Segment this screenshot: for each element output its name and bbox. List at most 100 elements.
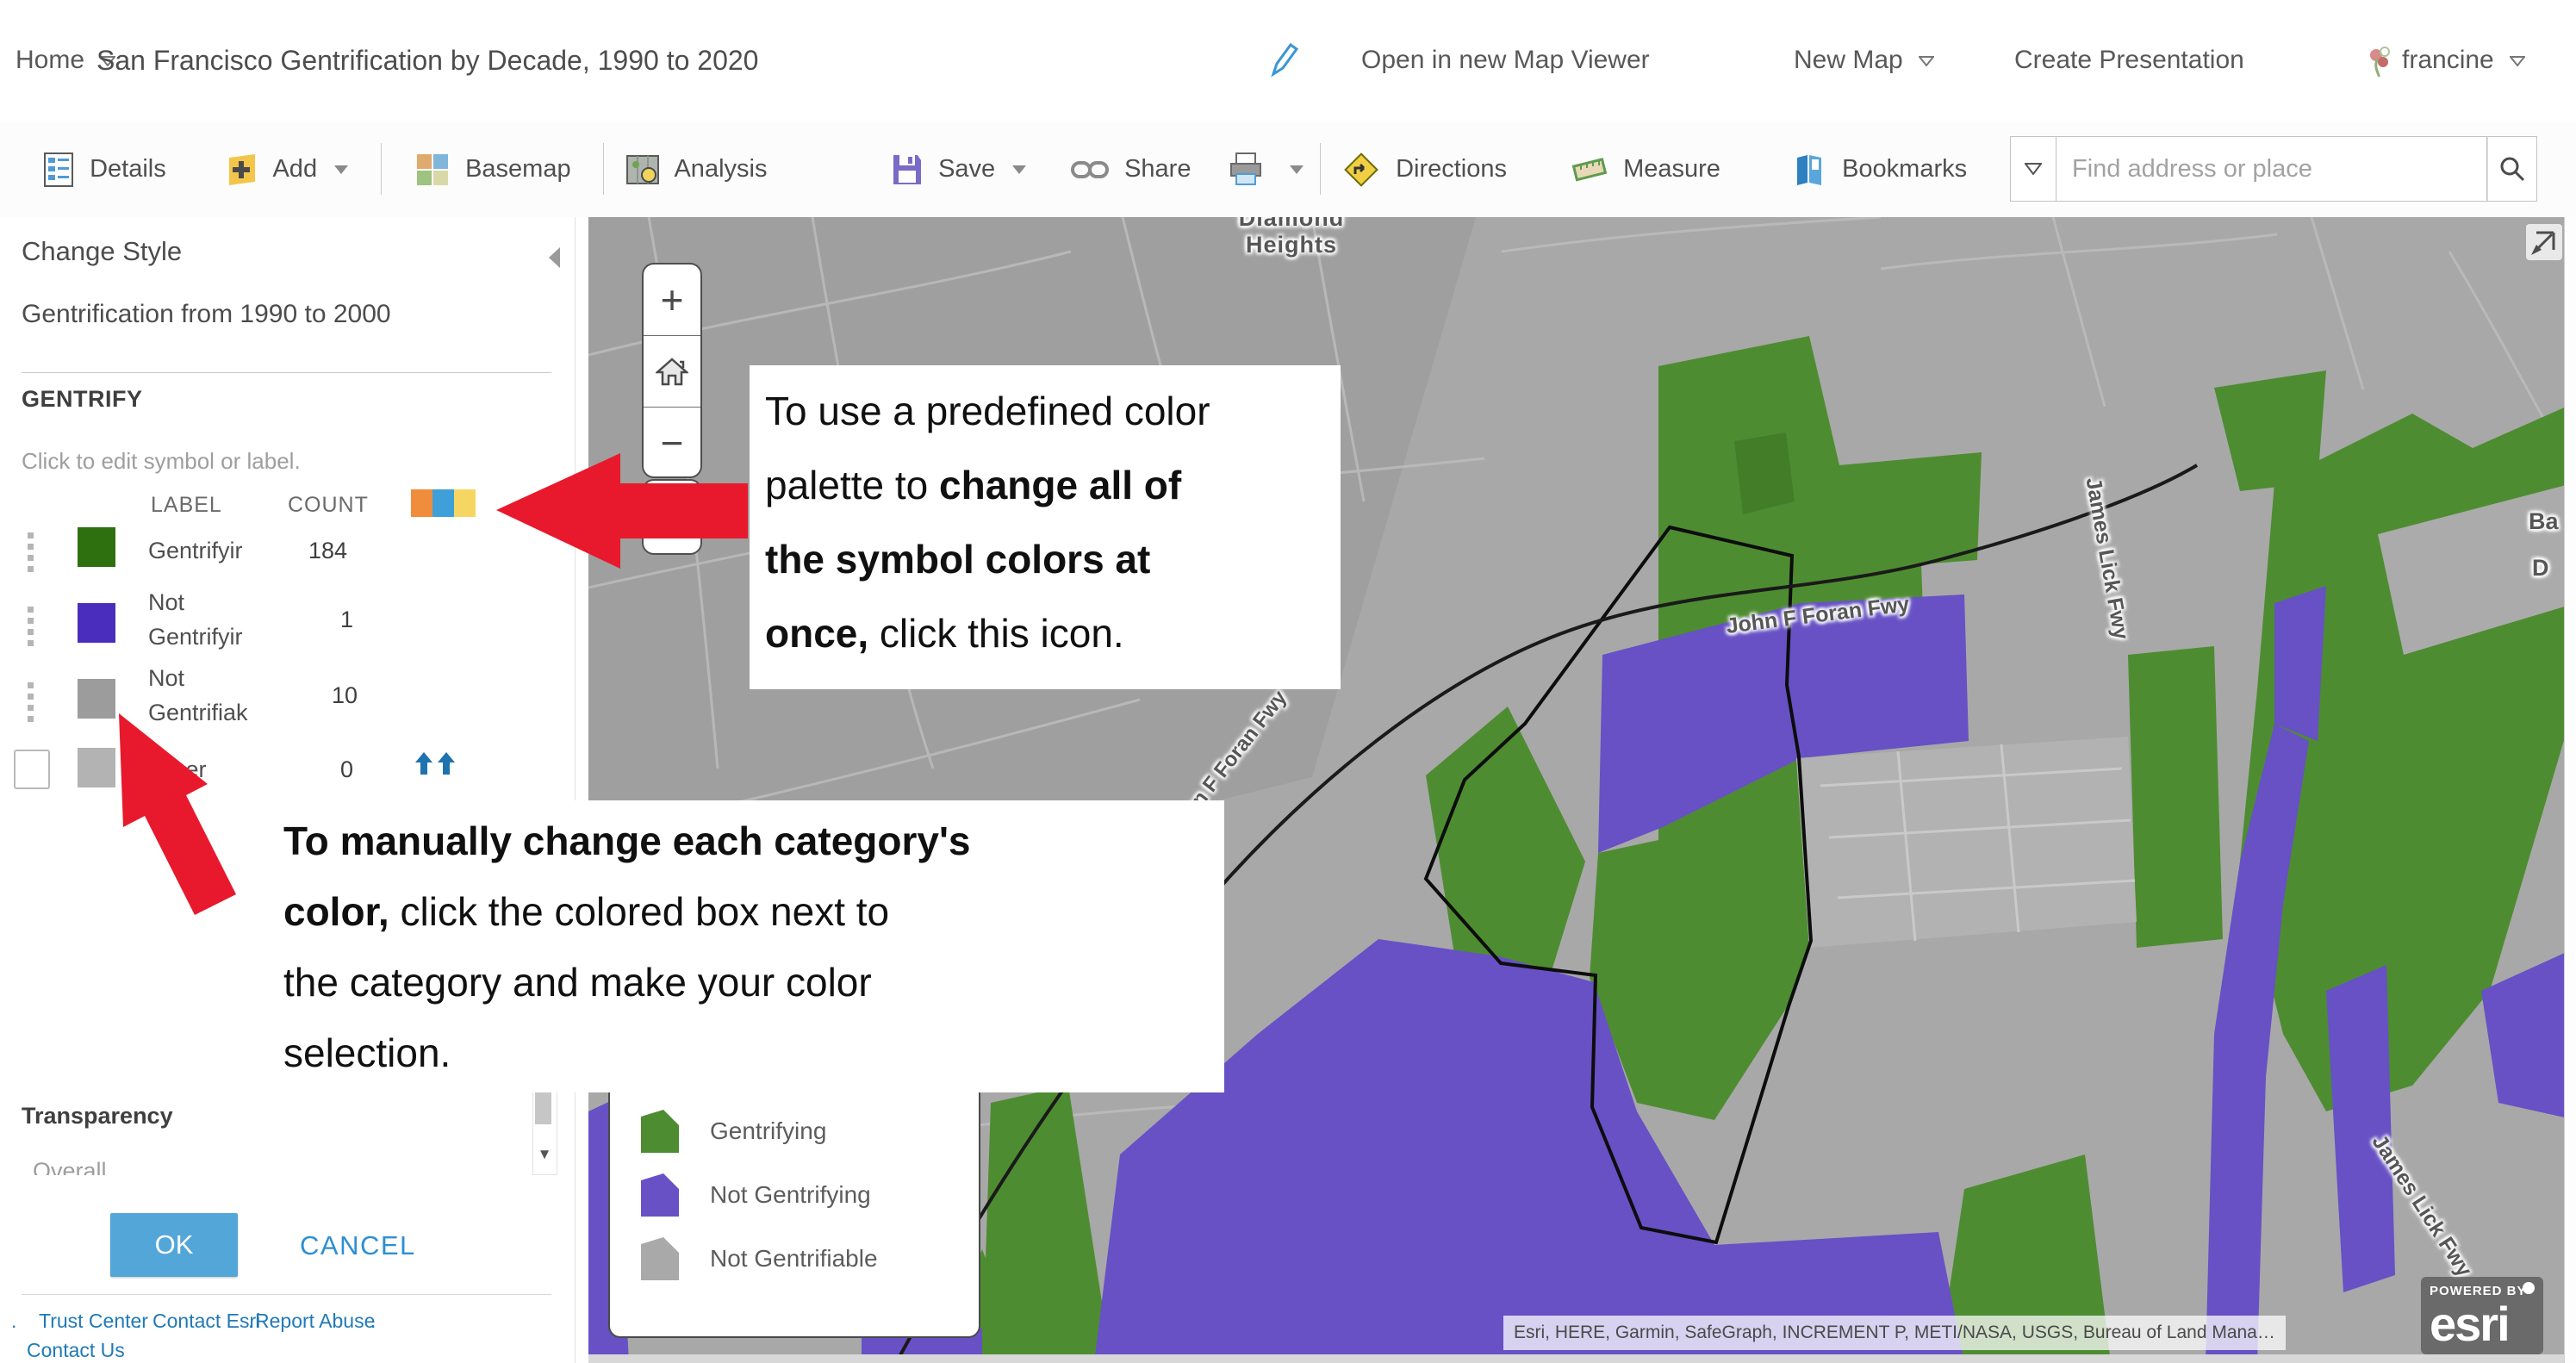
- directions-icon: [1344, 152, 1378, 188]
- ok-button[interactable]: OK: [110, 1213, 238, 1277]
- basemap-button[interactable]: Basemap: [415, 121, 571, 217]
- map-bottom-scroll-strip[interactable]: [588, 1354, 2564, 1363]
- measure-button[interactable]: Measure: [1570, 121, 1720, 217]
- footer-dot: .: [136, 1310, 142, 1332]
- expand-map-icon[interactable]: [2526, 224, 2562, 260]
- callout-palette-instruction: To use a predefined color palette to cha…: [750, 365, 1341, 689]
- scrollbar-down-arrow[interactable]: ▼: [537, 1146, 552, 1162]
- measure-icon: [1571, 158, 1608, 182]
- share-button[interactable]: Share: [1071, 121, 1191, 217]
- category-color-swatch[interactable]: [78, 679, 115, 719]
- category-color-swatch[interactable]: [78, 748, 115, 787]
- save-icon: [893, 155, 921, 185]
- change-style-panel: Change Style Gentrification from 1990 to…: [0, 217, 589, 1363]
- new-map-menu[interactable]: New Map: [1794, 0, 1935, 121]
- home-menu[interactable]: Home: [16, 0, 116, 121]
- zoom-controls: + −: [642, 263, 702, 478]
- analysis-button[interactable]: Analysis: [625, 121, 767, 217]
- open-in-new-map-viewer-link[interactable]: Open in new Map Viewer: [1361, 46, 1650, 74]
- category-label[interactable]: Gentrifyir: [148, 624, 243, 650]
- save-button[interactable]: Save: [892, 121, 1035, 217]
- category-label[interactable]: Gentrifyir: [148, 538, 243, 563]
- category-count: 10: [332, 682, 358, 708]
- home-icon: [656, 358, 688, 386]
- trust-center-link[interactable]: Trust Center: [39, 1310, 148, 1332]
- legend-swatch: [641, 1237, 679, 1280]
- category-label[interactable]: Not: [148, 589, 185, 615]
- callout-manual-color-instruction: To manually change each category's color…: [252, 800, 1224, 1092]
- bookmarks-button[interactable]: Bookmarks: [1792, 121, 1967, 217]
- toolbar-separator: [603, 143, 604, 195]
- locate-button[interactable]: [642, 479, 702, 555]
- home-extent-button[interactable]: [644, 336, 700, 407]
- legend-swatch: [641, 1173, 679, 1217]
- page-title: San Francisco Gentrification by Decade, …: [96, 45, 759, 76]
- search-options-button[interactable]: [2010, 136, 2056, 202]
- category-label[interactable]: Other: [148, 756, 207, 782]
- print-button[interactable]: [1228, 121, 1312, 217]
- category-count: 184: [308, 538, 348, 563]
- overall-label-clipped: Overall: [33, 1158, 107, 1175]
- other-checkbox[interactable]: [14, 750, 50, 789]
- chevron-down-icon: [1919, 56, 1935, 67]
- create-presentation-link[interactable]: Create Presentation: [2014, 46, 2244, 74]
- toolbar-separator: [1320, 143, 1321, 195]
- collapse-panel-icon[interactable]: [548, 246, 562, 269]
- report-abuse-link[interactable]: Report Abuse: [255, 1310, 376, 1332]
- column-header-count: COUNT: [288, 493, 369, 517]
- search-input[interactable]: [2056, 136, 2487, 202]
- user-menu[interactable]: francine: [2402, 0, 2526, 121]
- map-toolbar: Details Add Basemap Analysis Save Share: [0, 121, 2576, 218]
- directions-button[interactable]: Directions: [1342, 121, 1507, 217]
- search-group: [2010, 136, 2537, 202]
- basemap-icon: [417, 154, 448, 186]
- edit-hint: Click to edit symbol or label.: [22, 448, 301, 474]
- details-icon: [44, 152, 73, 188]
- cancel-button[interactable]: CANCEL: [300, 1230, 416, 1260]
- zoom-out-button[interactable]: −: [660, 420, 684, 465]
- legend-item: Not Gentrifiable: [641, 1237, 878, 1280]
- edit-title-pencil-icon[interactable]: [1268, 41, 1299, 79]
- legend-item: Not Gentrifying: [641, 1173, 871, 1217]
- field-name: GENTRIFY: [22, 386, 143, 412]
- column-header-label: LABEL: [151, 493, 222, 517]
- drag-handle[interactable]: [28, 532, 34, 577]
- zoom-in-button[interactable]: +: [660, 277, 684, 322]
- map-right-scroll-strip[interactable]: [2564, 217, 2576, 1363]
- chevron-down-icon: [1290, 165, 1304, 175]
- drag-handle[interactable]: [28, 682, 34, 727]
- map-attribution: Esri, HERE, Garmin, SafeGraph, INCREMENT…: [1503, 1316, 2286, 1350]
- esri-logo: POWERED BY esri: [2421, 1277, 2543, 1354]
- details-button[interactable]: Details: [43, 121, 166, 217]
- drag-handle[interactable]: [28, 607, 34, 651]
- category-color-swatch[interactable]: [78, 603, 115, 643]
- search-icon: [2500, 157, 2525, 182]
- search-button[interactable]: [2487, 136, 2537, 202]
- map-legend: Gentrifying Not Gentrifying Not Gentrifi…: [608, 1082, 980, 1338]
- transparency-heading: Transparency: [22, 1103, 173, 1129]
- app-header: Home San Francisco Gentrification by Dec…: [0, 0, 2576, 121]
- add-button[interactable]: Add: [226, 121, 357, 217]
- divider: [22, 372, 551, 373]
- panel-subtitle: Gentrification from 1990 to 2000: [22, 300, 391, 328]
- category-label[interactable]: Not: [148, 665, 185, 691]
- analysis-icon: [626, 155, 659, 185]
- scrollbar-thumb[interactable]: [535, 1083, 551, 1124]
- category-label[interactable]: Gentrifiak: [148, 700, 248, 725]
- contact-esri-link[interactable]: Contact Esri: [152, 1310, 261, 1332]
- contact-us-link[interactable]: Contact Us: [27, 1339, 125, 1361]
- move-up-arrows-icon[interactable]: [414, 751, 462, 777]
- color-palette-icon[interactable]: [411, 489, 476, 517]
- panel-scrollbar[interactable]: [532, 1079, 557, 1175]
- footer-dot: .: [11, 1310, 17, 1332]
- footer-dot: .: [370, 1310, 376, 1332]
- chevron-down-icon: [1012, 165, 1027, 175]
- edge-place-label: Ba: [2529, 508, 2559, 534]
- toolbar-separator: [381, 143, 382, 195]
- avatar[interactable]: [2364, 45, 2393, 78]
- category-color-swatch[interactable]: [78, 527, 115, 567]
- category-count: 1: [340, 607, 354, 632]
- selected-tract-outline: [1423, 525, 1814, 1245]
- share-link-icon: [1071, 161, 1109, 179]
